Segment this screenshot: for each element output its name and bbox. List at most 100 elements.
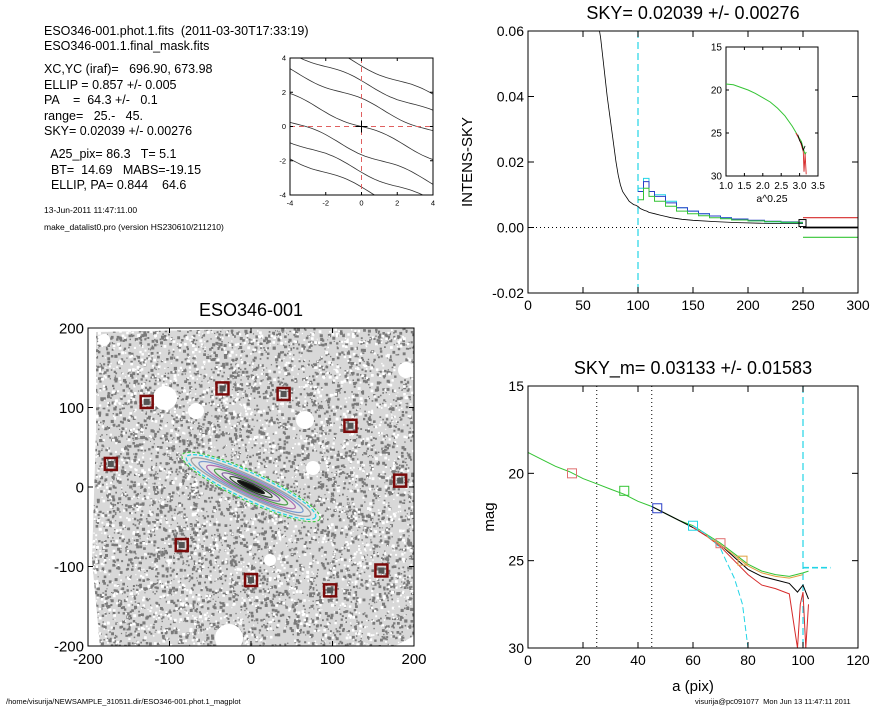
header-ellip-pa: ELLIP, PA= 0.844 64.6: [44, 178, 187, 192]
galaxy: [181, 451, 321, 523]
mask-marker-core: [347, 422, 354, 429]
mag-marker-orange: [737, 555, 748, 566]
mag-marker-blue: [652, 503, 663, 514]
mask-marker-core: [397, 477, 404, 484]
header-program: make_datalist0.pro (version HS230610/211…: [44, 222, 224, 232]
inset-x-tick-label: 3.0: [793, 181, 807, 192]
image-y-tick-label: -100: [54, 559, 84, 576]
contour-y-tick-label: -2: [279, 156, 286, 165]
galaxy-contour: [236, 479, 266, 495]
mag-x-tick-label: 120: [846, 652, 870, 668]
contour-x-tick-label: 0: [359, 199, 363, 208]
header-mask-file: ESO346-001.1.final_mask.fits: [44, 39, 210, 53]
image-y-tick-label: -200: [54, 638, 84, 655]
image-x-tick-label: 0: [247, 651, 255, 668]
mask-marker-core: [178, 542, 185, 549]
inset-x-tick-label: 2.0: [756, 181, 770, 192]
mask-marker: [174, 537, 189, 553]
image-mask-hole: [98, 334, 110, 346]
sky-ylabel: INTENS-SKY: [459, 117, 476, 207]
image-x-tick-label: 100: [320, 651, 345, 668]
inset-x-tick-label: 1.5: [737, 181, 751, 192]
header-ellip: ELLIP = 0.857 +/- 0.005: [44, 78, 177, 92]
mag-plot-area: [528, 386, 831, 648]
mag-marker-green: [619, 485, 630, 496]
mask-marker-core: [280, 390, 287, 397]
mask-marker: [374, 563, 389, 578]
header-fits-file: ESO346-001.phot.1.fits (2011-03-30T17:33…: [44, 24, 309, 38]
mask-marker: [276, 386, 291, 402]
mask-marker: [343, 418, 358, 434]
image-x-tick-label: 200: [401, 651, 426, 668]
sky-y-tick-label: -0.02: [492, 285, 524, 301]
mask-marker: [243, 572, 259, 588]
inset-y-tick-label: 15: [711, 43, 723, 54]
sky-title: SKY= 0.02039 +/- 0.00276: [586, 3, 799, 23]
galaxy-contour: [190, 457, 312, 517]
sky-y-tick-label: 0.04: [497, 89, 524, 105]
contour-x-tick-label: -2: [322, 199, 329, 208]
header-bt: BT= 14.69 MABS=-19.15: [44, 163, 202, 177]
galaxy-isophote: [185, 454, 317, 520]
header-date: 13-Jun-2011 11:47:11.00: [44, 205, 138, 215]
image-mask-hole: [398, 362, 414, 378]
mask-marker-core: [378, 567, 385, 574]
footer-user: visurija@pc091077 Mon Jun 13 11:47:11 20…: [695, 697, 851, 706]
mag-marker-pink: [567, 468, 577, 479]
image-x-tick-label: -200: [73, 651, 103, 668]
galaxy-contour: [221, 472, 281, 502]
image-mask-hole: [215, 624, 243, 646]
mag-x-tick-label: 20: [575, 652, 591, 668]
inset-series-black: [797, 134, 806, 152]
mask-marker-core: [248, 577, 254, 584]
galaxy-contour: [229, 476, 273, 498]
inset-x-tick-label: 3.5: [811, 181, 825, 192]
sky-y-tick-label: 0.02: [497, 154, 524, 170]
mag-x-tick-label: 80: [740, 652, 756, 668]
contour-line: [290, 142, 424, 195]
mag-ylabel: mag: [481, 502, 498, 531]
mask-marker: [322, 583, 338, 598]
image-mask-hole: [296, 411, 314, 429]
inset-x-tick-label: 2.5: [774, 181, 788, 192]
mask-marker-core: [327, 587, 334, 594]
contour-line: [290, 121, 433, 185]
mag-y-tick-label: 20: [508, 465, 524, 481]
mag-series-cyan: [692, 525, 749, 648]
mask-marker: [215, 381, 230, 396]
mag-y-tick-label: 15: [508, 378, 524, 394]
mag-y-tick-label: 25: [508, 553, 524, 569]
inset-series-green: [725, 83, 807, 156]
inset-y-tick-label: 30: [711, 172, 723, 183]
image-mask-hole: [264, 554, 276, 566]
sky-x-tick-label: 300: [846, 297, 870, 313]
mask-marker: [103, 456, 119, 472]
header-center: XC,YC (iraf)= 696.90, 673.98: [44, 62, 213, 76]
mask-marker: [392, 473, 408, 488]
header-range: range= 25.- 45.: [44, 109, 144, 123]
galaxy-contour: [206, 464, 296, 510]
mag-xlabel: a (pix): [672, 678, 714, 695]
inset-x-tick-label: 1.0: [719, 181, 733, 192]
sky-x-tick-label: 50: [575, 297, 591, 313]
mask-marker: [139, 394, 154, 410]
image-mask-hole: [306, 461, 320, 475]
sky-x-tick-label: 250: [791, 297, 815, 313]
contour-x-tick-label: -4: [287, 199, 294, 208]
image-y-tick-label: 0: [76, 479, 84, 496]
mag-x-tick-label: 40: [630, 652, 646, 668]
sky-x-tick-label: 100: [626, 297, 650, 313]
mag-marker-pink: [715, 538, 726, 549]
image-field: [92, 328, 414, 646]
galaxy-contour: [198, 460, 304, 514]
mag-title: SKY_m= 0.03133 +/- 0.01583: [574, 358, 812, 379]
sky-x-tick-label: 150: [681, 297, 705, 313]
header-a25: A25_pix= 86.3 T= 5.1: [44, 147, 177, 161]
mag-y-tick-label: 30: [508, 640, 524, 656]
mask-marker-core: [107, 460, 114, 467]
sky-series-green: [638, 187, 803, 224]
mag-x-tick-label: 100: [791, 652, 815, 668]
contour-y-tick-label: 2: [282, 88, 286, 97]
mag-series-orange: [706, 535, 804, 579]
